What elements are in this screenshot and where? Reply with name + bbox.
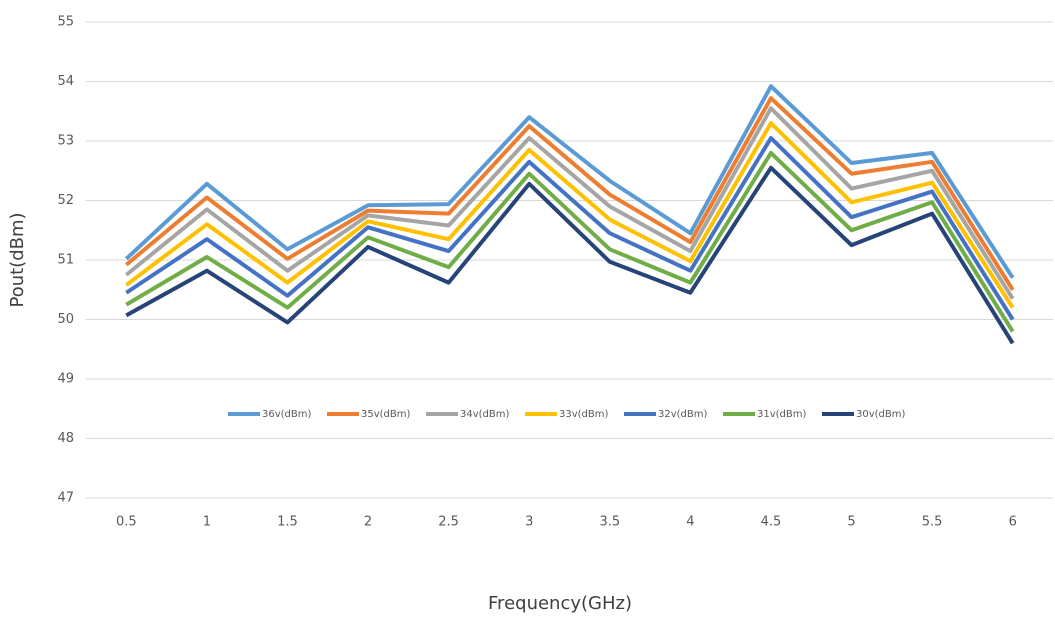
legend-label: 36v(dBm) <box>262 409 311 420</box>
y-tick-label: 50 <box>57 312 74 327</box>
y-tick-label: 55 <box>57 15 74 30</box>
y-axis-title: Pout(dBm) <box>7 212 28 307</box>
x-tick-label: 4.5 <box>761 515 782 530</box>
x-tick-label: 1.5 <box>277 515 298 530</box>
x-tick-label: 6 <box>1009 515 1017 530</box>
series-line <box>125 136 1015 321</box>
y-tick-label: 51 <box>57 253 74 268</box>
legend-label: 31v(dBm) <box>757 409 806 420</box>
x-axis-title: Frequency(GHz) <box>488 593 632 614</box>
x-tick-label: 2 <box>364 515 372 530</box>
x-tick-label: 0.5 <box>116 515 137 530</box>
series-line <box>125 150 1015 333</box>
series-line <box>125 106 1015 300</box>
series-line <box>125 121 1015 309</box>
x-tick-label: 1 <box>203 515 211 530</box>
x-tick-label: 3 <box>525 515 533 530</box>
x-tick-label: 5 <box>847 515 855 530</box>
y-tick-label: 52 <box>57 193 74 208</box>
y-tick-label: 47 <box>57 491 74 506</box>
legend-label: 35v(dBm) <box>361 409 410 420</box>
series-line <box>125 96 1015 291</box>
x-tick-label: 3.5 <box>599 515 620 530</box>
x-tick-label: 4 <box>686 515 694 530</box>
y-tick-label: 53 <box>57 134 74 149</box>
y-tick-label: 54 <box>57 74 74 89</box>
legend-label: 34v(dBm) <box>460 409 509 420</box>
y-tick-label: 49 <box>57 372 74 387</box>
y-tick-label: 48 <box>57 431 74 446</box>
x-tick-label: 5.5 <box>922 515 943 530</box>
legend-label: 33v(dBm) <box>559 409 608 420</box>
x-tick-label: 2.5 <box>438 515 459 530</box>
series-line <box>124 84 1015 279</box>
legend-label: 32v(dBm) <box>658 409 707 420</box>
series-line <box>125 165 1015 345</box>
legend-label: 30v(dBm) <box>856 409 905 420</box>
